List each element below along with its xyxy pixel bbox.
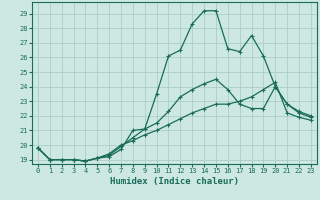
X-axis label: Humidex (Indice chaleur): Humidex (Indice chaleur) xyxy=(110,177,239,186)
